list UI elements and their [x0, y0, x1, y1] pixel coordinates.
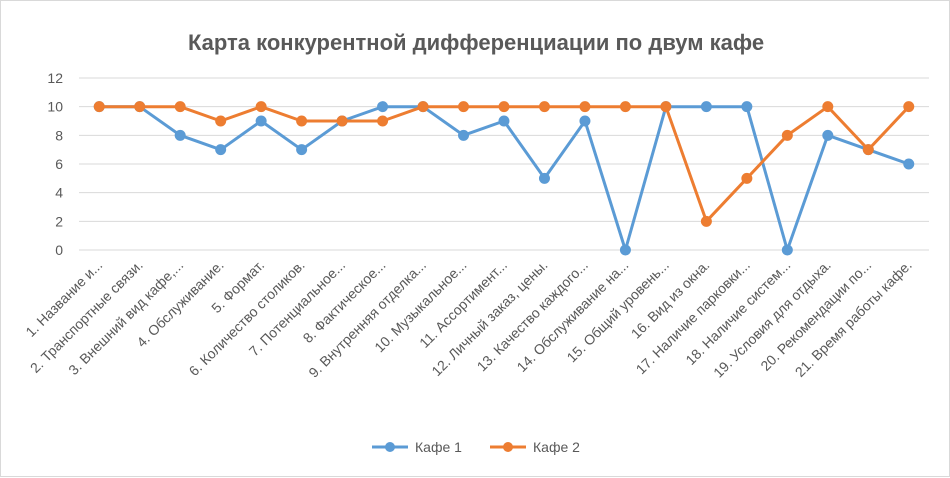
data-point	[660, 101, 672, 113]
data-point	[296, 144, 308, 156]
legend-item: Кафе 1	[372, 439, 462, 455]
y-tick-label: 0	[55, 242, 63, 258]
y-tick-label: 4	[55, 185, 63, 201]
y-tick-label: 8	[55, 127, 63, 143]
legend-marker	[385, 442, 395, 452]
data-point	[296, 115, 308, 127]
data-point	[538, 101, 550, 113]
legend-marker	[503, 442, 513, 452]
y-tick-label: 6	[55, 156, 63, 172]
y-axis-ticks: 0 2 4 6 8 10 12	[47, 70, 63, 258]
series-2	[93, 101, 915, 227]
data-point	[700, 215, 712, 227]
data-point	[377, 115, 389, 127]
legend-item: Кафе 2	[490, 439, 580, 455]
data-point	[822, 101, 834, 113]
data-point	[579, 115, 591, 127]
data-point	[93, 101, 105, 113]
data-point	[903, 101, 915, 113]
data-point	[700, 101, 712, 113]
data-point	[458, 129, 470, 141]
data-point	[619, 244, 631, 256]
y-tick-label: 10	[47, 99, 63, 115]
series-line	[99, 105, 910, 252]
data-point	[255, 115, 267, 127]
data-point	[336, 115, 348, 127]
data-point	[174, 129, 186, 141]
data-point	[215, 144, 227, 156]
data-point	[822, 129, 834, 141]
data-point	[255, 101, 267, 113]
data-point	[741, 101, 753, 113]
data-point	[781, 129, 793, 141]
data-point	[417, 101, 429, 113]
legend-label: Кафе 1	[415, 439, 462, 455]
data-point	[781, 244, 793, 256]
y-tick-label: 12	[47, 70, 63, 86]
chart-title: Карта конкурентной дифференциации по дву…	[188, 30, 764, 55]
data-point	[741, 172, 753, 184]
data-point	[538, 172, 550, 184]
data-point	[377, 101, 389, 113]
data-point	[498, 115, 510, 127]
data-point	[458, 101, 470, 113]
data-point	[579, 101, 591, 113]
data-point	[174, 101, 186, 113]
data-point	[134, 101, 146, 113]
data-point	[619, 101, 631, 113]
x-axis-labels: 1. Название и...2. Транспортные связи.3.…	[22, 257, 915, 381]
legend-label: Кафе 2	[533, 439, 580, 455]
data-point	[215, 115, 227, 127]
y-tick-label: 2	[55, 213, 63, 229]
data-point	[498, 101, 510, 113]
legend: Кафе 1 Кафе 2	[372, 439, 580, 455]
data-point	[862, 144, 874, 156]
data-point	[903, 158, 915, 170]
series-lines	[93, 101, 915, 256]
